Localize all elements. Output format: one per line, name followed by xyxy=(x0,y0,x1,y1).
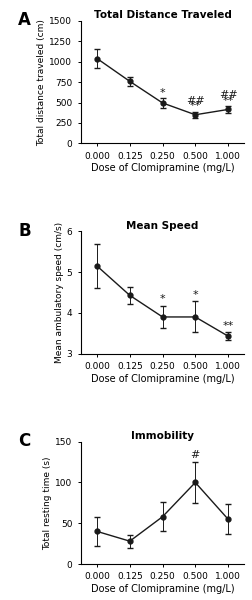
Y-axis label: Total distance traveled (cm): Total distance traveled (cm) xyxy=(38,19,47,146)
Title: Total Distance Traveled: Total Distance Traveled xyxy=(93,10,232,20)
Text: C: C xyxy=(18,432,31,450)
Y-axis label: Mean ambulatory speed (cm/s): Mean ambulatory speed (cm/s) xyxy=(55,222,64,363)
Text: **: ** xyxy=(223,321,234,331)
Text: *: * xyxy=(160,294,165,304)
Text: *: * xyxy=(160,88,165,98)
Text: ##: ## xyxy=(186,96,205,106)
Title: Immobility: Immobility xyxy=(131,431,194,441)
X-axis label: Dose of Clomipramine (mg/L): Dose of Clomipramine (mg/L) xyxy=(91,374,234,384)
X-axis label: Dose of Clomipramine (mg/L): Dose of Clomipramine (mg/L) xyxy=(91,584,234,594)
Title: Mean Speed: Mean Speed xyxy=(126,221,199,230)
X-axis label: Dose of Clomipramine (mg/L): Dose of Clomipramine (mg/L) xyxy=(91,163,234,173)
Text: A: A xyxy=(18,11,31,29)
Text: **: ** xyxy=(190,101,201,111)
Text: ##: ## xyxy=(219,91,237,100)
Y-axis label: Total resting time (s): Total resting time (s) xyxy=(43,456,52,550)
Text: #: # xyxy=(191,449,200,460)
Text: *: * xyxy=(193,290,198,300)
Text: **: ** xyxy=(223,96,234,106)
Text: B: B xyxy=(18,221,31,239)
